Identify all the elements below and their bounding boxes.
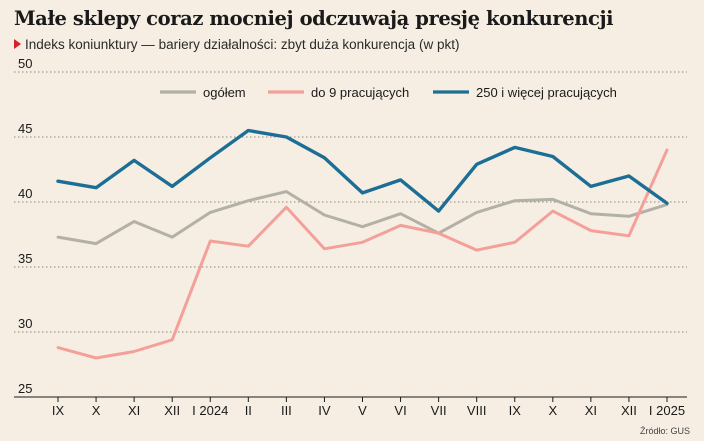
legend: ogółem do 9 pracujących 250 i więcej pracu… [160,85,617,100]
x-tick-label: I 2024 [192,403,228,418]
red-triangle-icon [14,39,21,49]
chart-title: Małe sklepy coraz mocniej odczuwają pres… [14,7,614,30]
x-tick-label: XII [621,403,637,418]
y-tick-label: 30 [18,316,32,331]
source-note: Źródło: GUS [639,426,690,436]
legend-label: ogółem [203,85,246,100]
x-tick-label: XI [585,403,597,418]
chart-subtitle: Indeks koniunktury — bariery działalnośc… [14,37,459,52]
series-line [56,148,669,360]
x-tick-label: II [245,403,252,418]
x-tick-label: III [281,403,292,418]
y-tick-label: 50 [18,56,32,71]
x-axis-ticks: IX X XI XII I 2024 II III IV V VI VII VIII IX X XI XII I… [52,397,685,418]
y-tick-label: 25 [18,381,32,396]
x-tick-label: IV [318,403,331,418]
x-tick-label: XI [128,403,140,418]
x-tick-label: X [92,403,101,418]
x-tick-label: X [548,403,557,418]
y-tick-label: 45 [18,121,32,136]
legend-label: 250 i więcej pracujących [476,85,617,100]
x-tick-label: I 2025 [649,403,685,418]
y-tick-label: 35 [18,251,32,266]
x-tick-label: VII [431,403,447,418]
series-lines [56,128,669,360]
x-tick-label: IX [52,403,65,418]
x-tick-label: VI [394,403,406,418]
y-axis-ticks: 25 30 35 40 45 50 [18,56,32,396]
y-tick-label: 40 [18,186,32,201]
series-line [56,128,669,213]
subtitle-text: Indeks koniunktury — bariery działalnośc… [25,37,460,52]
gridlines [14,71,687,398]
x-tick-label: XII [164,403,180,418]
x-tick-label: VIII [467,403,487,418]
series-line [56,190,669,246]
x-tick-label: V [358,403,367,418]
legend-label: do 9 pracujących [311,85,409,100]
x-tick-label: IX [509,403,522,418]
